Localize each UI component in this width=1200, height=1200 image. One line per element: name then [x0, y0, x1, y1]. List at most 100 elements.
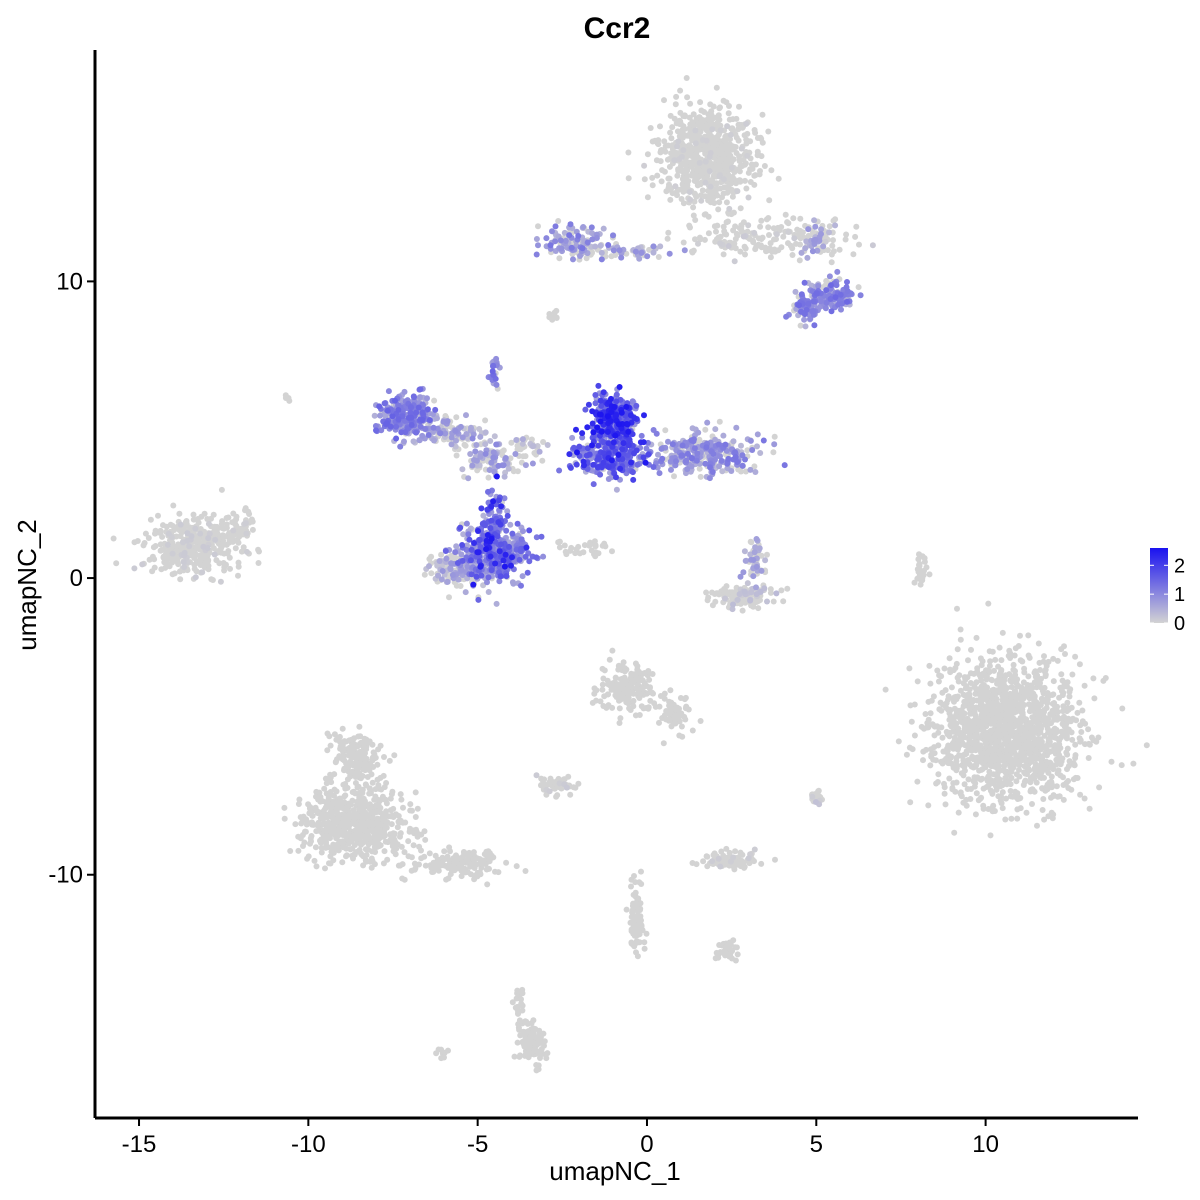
cell-point — [661, 690, 668, 697]
cell-point — [599, 542, 606, 549]
cell-point — [995, 793, 1002, 800]
cell-point — [1048, 794, 1054, 801]
cell-point — [633, 949, 639, 956]
cell-point — [697, 141, 704, 148]
cell-point — [979, 714, 986, 721]
cell-point — [994, 680, 1001, 687]
cell-point — [482, 417, 489, 424]
cell-point — [508, 439, 515, 446]
cell-point — [678, 153, 685, 160]
cell-point — [1086, 805, 1093, 812]
cell-point — [1017, 632, 1023, 639]
cell-point — [925, 724, 932, 731]
cell-point — [947, 713, 954, 720]
cell-point — [909, 746, 916, 753]
cell-point — [1009, 678, 1016, 685]
cell-point — [342, 785, 349, 792]
cell-point — [830, 217, 837, 224]
cell-point — [191, 561, 198, 568]
cell-point — [722, 133, 729, 140]
cell-point — [745, 194, 752, 201]
cell-point — [1079, 707, 1086, 714]
cell-point — [334, 830, 341, 837]
cell-point — [713, 84, 720, 91]
cell-point — [410, 842, 417, 849]
cell-point — [778, 587, 785, 594]
cell-point — [696, 114, 703, 121]
cell-point — [999, 805, 1006, 812]
cell-point — [784, 585, 791, 592]
cell-point — [946, 775, 953, 782]
cell-point — [509, 999, 516, 1006]
cell-point — [987, 658, 994, 665]
cell-point — [927, 680, 934, 687]
cell-point — [999, 629, 1006, 636]
cell-point — [515, 1010, 521, 1017]
cell-point — [351, 851, 358, 858]
cell-point — [318, 845, 325, 851]
cell-point — [313, 788, 320, 795]
cell-point — [1077, 791, 1084, 798]
cell-point — [771, 246, 778, 253]
cell-point — [1050, 811, 1057, 818]
cell-point — [645, 705, 652, 712]
cell-point — [666, 163, 673, 170]
cell-point — [731, 240, 738, 247]
cell-point — [998, 657, 1005, 664]
cell-point — [989, 677, 996, 684]
cell-point — [474, 869, 481, 876]
cell-point — [742, 177, 748, 184]
cell-point — [592, 542, 599, 549]
cell-point — [249, 526, 256, 533]
cell-point — [519, 1007, 526, 1014]
cell-point — [1065, 785, 1072, 791]
cell-point — [758, 860, 765, 867]
cell-point — [690, 204, 697, 211]
cell-point — [445, 1047, 451, 1054]
cell-point — [1017, 715, 1024, 721]
cell-point — [672, 183, 679, 190]
cell-point — [575, 780, 582, 787]
cell-point — [522, 868, 529, 874]
cell-point — [703, 123, 710, 130]
cell-point — [441, 848, 448, 855]
cell-point — [960, 799, 967, 806]
cell-point — [369, 741, 376, 748]
cell-point — [985, 773, 992, 780]
cell-point — [638, 685, 645, 692]
cell-point — [757, 134, 764, 141]
cell-point — [736, 153, 743, 160]
cell-point — [765, 224, 772, 231]
cell-point — [965, 657, 971, 664]
cell-point — [362, 857, 369, 864]
cell-point — [941, 665, 948, 672]
cell-point — [756, 171, 763, 178]
cell-point — [393, 845, 400, 852]
cell-point — [743, 136, 750, 143]
cell-point — [1002, 672, 1009, 679]
cell-point — [1007, 781, 1014, 788]
cell-point — [317, 798, 324, 805]
cell-point — [1069, 715, 1076, 722]
cell-point — [703, 145, 710, 152]
cell-point — [955, 725, 962, 732]
cell-point — [734, 188, 741, 195]
cell-point — [751, 229, 758, 236]
cell-point — [1009, 746, 1016, 753]
cell-point — [698, 197, 705, 204]
cell-point — [703, 589, 710, 596]
cell-point — [1081, 795, 1088, 802]
cell-point — [373, 802, 380, 809]
cell-point — [438, 1046, 445, 1053]
cell-point — [216, 560, 223, 567]
cell-point — [170, 502, 177, 509]
cell-point — [1056, 793, 1063, 800]
cell-point — [401, 849, 408, 856]
cell-point — [147, 516, 154, 523]
cell-point — [697, 236, 704, 243]
cell-point — [931, 732, 938, 739]
cell-point — [381, 754, 387, 760]
cell-point — [368, 771, 375, 778]
cell-point — [690, 212, 697, 219]
